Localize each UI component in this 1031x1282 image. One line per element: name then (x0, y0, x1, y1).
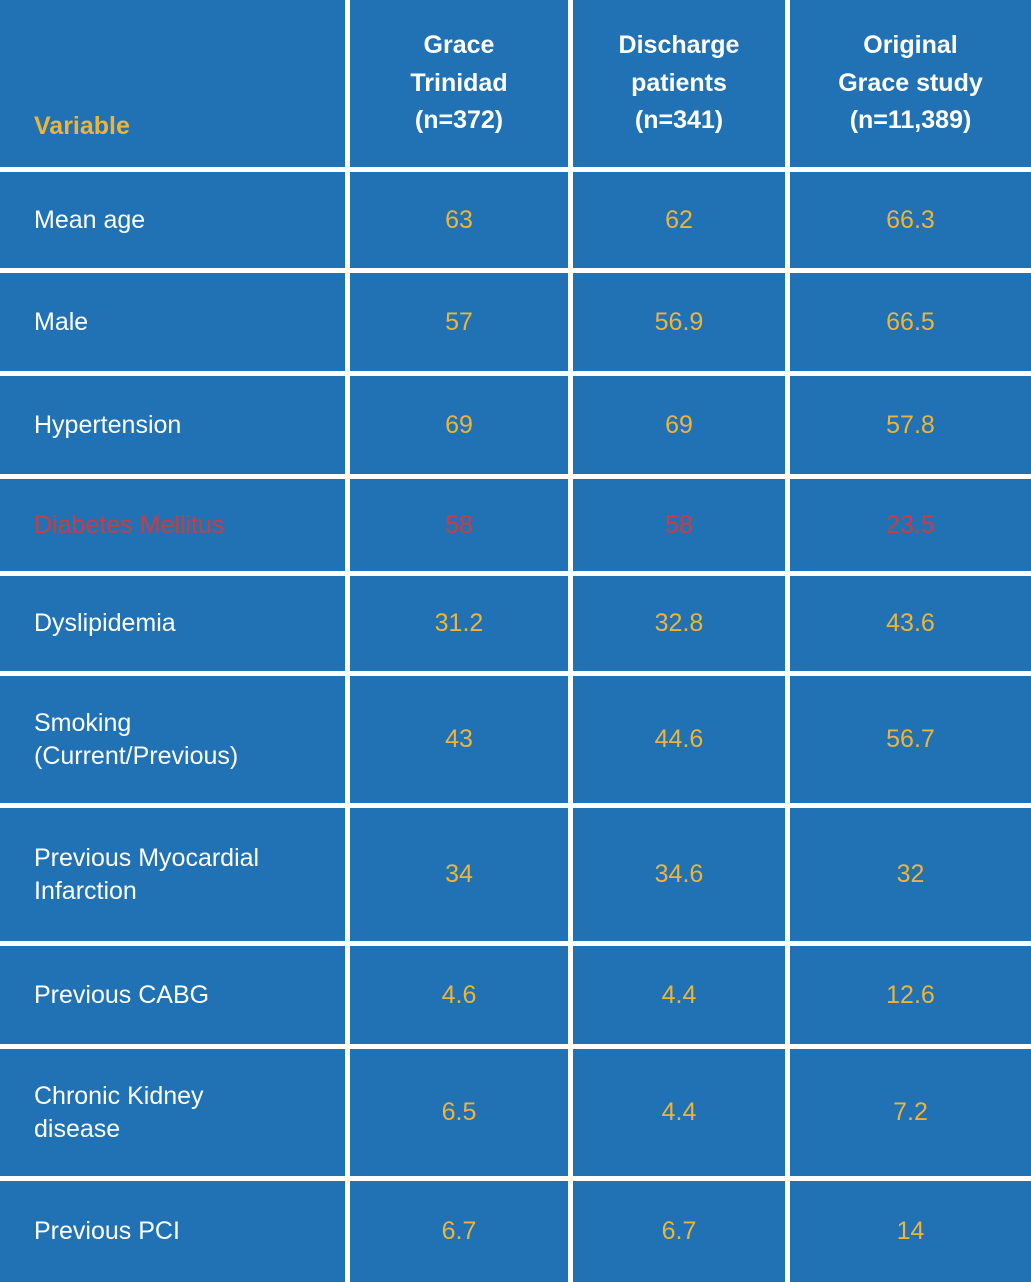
value-cell: 56.9 (573, 273, 790, 376)
value-cell: 4.4 (573, 946, 790, 1049)
column-header-original-grace-study: Original Grace study (n=11,389) (790, 0, 1031, 172)
value-cell: 69 (573, 376, 790, 479)
value-cell: 57 (350, 273, 573, 376)
value-cell-highlighted: 23.5 (790, 479, 1031, 576)
row-label-dyslipidemia: Dyslipidemia (0, 576, 350, 676)
row-label-chronic-kidney-disease: Chronic Kidney disease (0, 1049, 350, 1181)
value-cell: 57.8 (790, 376, 1031, 479)
value-cell: 4.4 (573, 1049, 790, 1181)
value-cell: 6.5 (350, 1049, 573, 1181)
value-cell: 66.3 (790, 172, 1031, 273)
value-cell: 69 (350, 376, 573, 479)
value-cell: 43.6 (790, 576, 1031, 676)
column-header-discharge-patients: Discharge patients (n=341) (573, 0, 790, 172)
column-header-grace-trinidad: Grace Trinidad (n=372) (350, 0, 573, 172)
value-cell: 44.6 (573, 676, 790, 808)
value-cell: 43 (350, 676, 573, 808)
row-label-previous-myocardial-infarction: Previous Myocardial Infarction (0, 808, 350, 946)
value-cell-highlighted: 58 (350, 479, 573, 576)
row-label-previous-cabg: Previous CABG (0, 946, 350, 1049)
row-label-smoking: Smoking (Current/Previous) (0, 676, 350, 808)
value-cell: 7.2 (790, 1049, 1031, 1181)
value-cell: 32 (790, 808, 1031, 946)
value-cell: 34.6 (573, 808, 790, 946)
row-label-mean-age: Mean age (0, 172, 350, 273)
value-cell: 12.6 (790, 946, 1031, 1049)
row-label-hypertension: Hypertension (0, 376, 350, 479)
value-cell: 6.7 (350, 1181, 573, 1282)
row-label-male: Male (0, 273, 350, 376)
value-cell: 32.8 (573, 576, 790, 676)
value-cell: 31.2 (350, 576, 573, 676)
value-cell: 4.6 (350, 946, 573, 1049)
value-cell: 66.5 (790, 273, 1031, 376)
value-cell: 62 (573, 172, 790, 273)
row-label-previous-pci: Previous PCI (0, 1181, 350, 1282)
value-cell: 56.7 (790, 676, 1031, 808)
value-cell-highlighted: 58 (573, 479, 790, 576)
value-cell: 6.7 (573, 1181, 790, 1282)
value-cell: 63 (350, 172, 573, 273)
value-cell: 14 (790, 1181, 1031, 1282)
column-header-variable: Variable (0, 0, 350, 172)
row-label-diabetes-mellitus: Diabetes Mellitus (0, 479, 350, 576)
value-cell: 34 (350, 808, 573, 946)
